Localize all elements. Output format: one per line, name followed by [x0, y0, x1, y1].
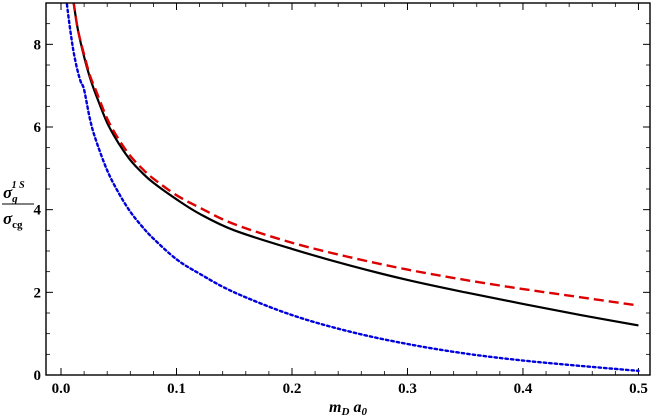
ticks: [46, 3, 650, 376]
x-tick-label: 0.5: [629, 381, 648, 397]
series-dotted-blue: [65, 3, 640, 373]
x-axis-label-sub1: D: [341, 406, 350, 417]
y-axis-label-den-main: σ: [3, 209, 13, 228]
y-tick-label: 4: [34, 203, 42, 219]
y-axis-label: σg1 S σcg: [2, 180, 34, 231]
y-tick-label: 8: [34, 37, 42, 53]
x-tick-label: 0.1: [167, 381, 186, 397]
x-axis-label-sub2: 0: [361, 406, 367, 417]
x-axis-label-main: m: [329, 399, 341, 416]
series-layer: [65, 3, 640, 373]
y-axis-label-num-sub: g: [11, 193, 18, 205]
y-axis-label-den-sub: cg: [12, 219, 23, 231]
y-tick-label: 6: [34, 120, 42, 136]
y-tick-label: 0: [34, 368, 42, 384]
series-dashed-red: [72, 3, 639, 307]
series-solid-black: [72, 3, 639, 327]
x-axis-label: mD a0: [329, 399, 367, 417]
x-tick-label: 0.4: [514, 381, 533, 397]
x-tick-label: 0.3: [398, 381, 417, 397]
svg-text:σg1 S: σg 1 S: [3, 180, 25, 205]
y-tick-label: 2: [34, 285, 42, 301]
y-axis-label-num-sup: 1 S: [12, 180, 26, 191]
x-tick-labels: 0.0 0.1 0.2 0.3 0.4 0.5: [52, 381, 648, 397]
y-axis-label-num-main: σ: [3, 183, 13, 202]
y-tick-labels: 0 2 4 6 8: [34, 37, 42, 384]
x-tick-label: 0.0: [52, 381, 71, 397]
svg-text:σcg: σcg: [3, 209, 23, 231]
x-axis-label-mid: a: [349, 399, 361, 416]
plot-frame: [45, 2, 651, 376]
x-tick-label: 0.2: [283, 381, 302, 397]
